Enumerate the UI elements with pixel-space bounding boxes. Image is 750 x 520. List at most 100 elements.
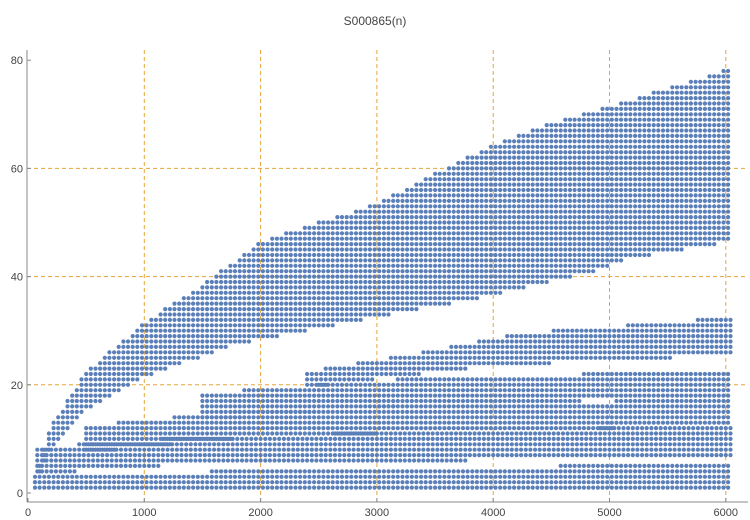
data-point (577, 382, 582, 387)
data-point (228, 485, 233, 490)
data-point (495, 453, 500, 458)
data-point (286, 453, 291, 458)
data-point (372, 301, 377, 306)
data-point (386, 301, 391, 306)
data-point (653, 334, 659, 339)
data-point (381, 469, 386, 474)
data-point (514, 350, 519, 355)
data-point (279, 263, 284, 268)
data-point (437, 187, 442, 193)
data-point (507, 225, 512, 230)
data-point (437, 382, 442, 387)
data-point (391, 236, 396, 241)
data-point (465, 263, 470, 268)
data-point (653, 355, 659, 360)
data-point (377, 296, 382, 301)
data-point (526, 252, 531, 258)
data-point (635, 436, 640, 441)
data-point (505, 339, 510, 344)
data-point (607, 328, 612, 333)
data-point (695, 344, 701, 349)
data-point (460, 296, 466, 301)
data-point (200, 285, 205, 290)
data-point (623, 420, 628, 425)
data-point (386, 285, 391, 290)
data-point (656, 463, 661, 468)
data-point (446, 231, 452, 236)
data-point (246, 323, 252, 328)
data-point (407, 458, 412, 463)
data-point (521, 285, 526, 290)
data-point (493, 155, 498, 160)
data-point (472, 431, 477, 436)
data-point (672, 442, 677, 447)
data-point (265, 398, 270, 404)
data-point (428, 296, 433, 301)
data-point (242, 301, 247, 306)
data-point (319, 377, 324, 382)
data-point (84, 398, 89, 404)
data-point (291, 442, 296, 447)
data-point (460, 209, 466, 214)
data-point (242, 393, 247, 398)
data-point (607, 436, 612, 441)
data-point (293, 328, 298, 333)
data-point (433, 296, 438, 301)
data-point (251, 274, 256, 279)
data-point (284, 420, 289, 425)
data-point (251, 388, 256, 393)
data-point (705, 426, 710, 431)
axis-layer (26, 50, 748, 503)
data-point (351, 371, 356, 377)
data-point (509, 442, 514, 447)
data-point (228, 279, 233, 285)
data-point (484, 426, 489, 431)
data-point (633, 480, 638, 485)
data-point (270, 247, 275, 252)
data-point (302, 404, 307, 409)
data-point (458, 447, 463, 452)
data-point (539, 398, 545, 404)
data-point (95, 458, 100, 463)
data-point (619, 409, 624, 414)
data-point (484, 409, 489, 414)
data-point (714, 447, 719, 452)
data-point (302, 431, 307, 436)
data-point (544, 469, 549, 474)
data-point (344, 231, 349, 236)
data-point (414, 474, 419, 479)
data-point (358, 258, 363, 263)
data-point (219, 279, 224, 285)
data-point (326, 474, 331, 479)
data-point (539, 377, 545, 382)
data-point (511, 215, 517, 220)
data-point (493, 480, 498, 485)
data-point (484, 377, 489, 382)
data-point (542, 355, 547, 360)
data-point (349, 279, 354, 285)
data-point (616, 339, 621, 344)
data-point (640, 344, 645, 349)
data-point (181, 415, 186, 420)
data-point (342, 436, 347, 441)
data-point (644, 426, 649, 431)
data-point (491, 355, 496, 360)
data-point (493, 393, 498, 398)
data-point (498, 150, 503, 155)
data-point (691, 334, 696, 339)
data-point (479, 274, 484, 279)
data-point (279, 328, 284, 333)
data-point (465, 155, 470, 160)
data-point (667, 323, 673, 328)
data-point (353, 398, 359, 404)
data-point (526, 171, 531, 176)
data-point (288, 420, 293, 425)
data-point (688, 463, 694, 468)
data-point (363, 426, 368, 431)
data-point (302, 485, 307, 490)
data-point (451, 204, 456, 209)
data-point (667, 344, 673, 349)
data-point (674, 485, 680, 490)
data-point (256, 480, 261, 485)
data-point (339, 474, 345, 479)
